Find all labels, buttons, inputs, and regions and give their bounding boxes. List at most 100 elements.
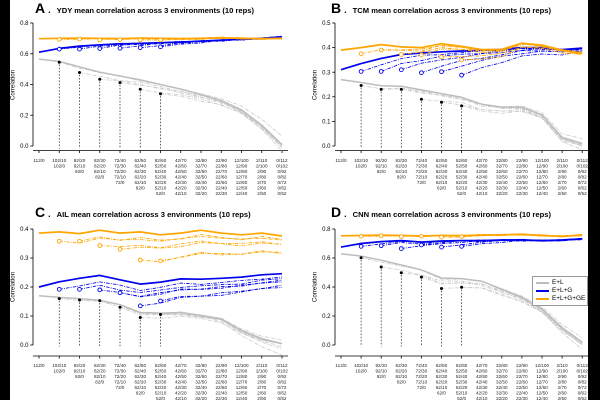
x-tick-label: 2/90 — [257, 169, 266, 174]
scenario-start-dot — [419, 275, 423, 279]
x-tick-label: 42/70 — [476, 363, 488, 368]
x-tick-label: 42/40 — [175, 380, 187, 385]
x-tick-label: 72/30 — [114, 368, 126, 373]
scenario-start-dot — [98, 299, 102, 303]
x-tick-label: 12/80 — [536, 169, 548, 174]
x-tick-label: 42/10 — [175, 396, 187, 400]
x-tick-label: 52/0 — [457, 396, 466, 400]
x-tick-label: 52/40 — [155, 169, 167, 174]
x-tick-label: 0/102 — [576, 163, 588, 168]
scenario-line-e-l-g-ge — [59, 236, 283, 244]
legend-line-e-l-g — [536, 290, 549, 292]
y-tick-label: 0.3 — [20, 256, 29, 262]
scenario-start-dot — [460, 285, 464, 289]
series-e-l-g-solid — [38, 272, 283, 288]
scenario-start-circle-orange — [77, 36, 82, 42]
x-tick-label: 0/112 — [276, 158, 288, 163]
scenario-start-circle-orange — [459, 57, 464, 63]
x-tick-label: 0/92 — [578, 374, 587, 379]
scenario-line-e-l-g-ge — [140, 250, 283, 263]
x-tick-label: 12/60 — [236, 385, 248, 390]
x-tick-label: 62/20 — [436, 380, 448, 385]
x-tick-label: 52/20 — [456, 180, 468, 185]
x-tick-label: 32/30 — [496, 186, 508, 191]
x-tick-label: 32/50 — [496, 175, 508, 180]
scenario-start-dot — [57, 60, 61, 64]
x-tick-label: 42/70 — [476, 158, 488, 163]
scenario-start-circle-orange — [439, 234, 444, 240]
x-tick-label: 42/60 — [175, 163, 187, 168]
x-tick-label: 62/30 — [436, 169, 448, 174]
x-tick-label: 82/20 — [396, 368, 408, 373]
x-tick-label: 22/60 — [516, 175, 528, 180]
y-tick-label: 0.5 — [322, 21, 331, 27]
x-tick-label: 72/20 — [416, 169, 428, 174]
x-tick-label: 72/40 — [416, 158, 428, 163]
x-tick-label: 12/40 — [236, 191, 248, 196]
x-tick-label: 52/20 — [456, 385, 468, 390]
x-tick-label: 22/30 — [216, 396, 228, 400]
x-tick-label: 32/30 — [496, 391, 508, 396]
x-tick-label: 102/0 — [54, 368, 66, 373]
y-axis-label-a: Correlation — [9, 69, 17, 101]
x-tick-label: 32/80 — [496, 158, 508, 163]
y-tick-label: 0.0 — [20, 343, 29, 349]
scenario-line-e-l — [79, 72, 283, 146]
x-tick-label: 112/0 — [33, 158, 45, 163]
x-tick-label: 62/10 — [135, 385, 147, 390]
y-tick-label: 0.3 — [322, 70, 331, 76]
scenario-line-e-l-g — [79, 36, 283, 50]
legend-line-e-l-g-ge — [536, 298, 549, 300]
scenario-start-circle-orange — [439, 54, 444, 60]
x-tick-label: 2/60 — [558, 186, 567, 191]
scenario-start-circle-orange — [158, 37, 163, 43]
x-tick-label: 92/10 — [74, 368, 86, 373]
x-tick-label: 72/20 — [114, 169, 126, 174]
x-tick-label: 22/90 — [516, 158, 528, 163]
x-tick-label: 2/50 — [558, 191, 567, 196]
y-tick-label: 0.2 — [322, 95, 331, 101]
panel-d-header: D . CNN mean correlation across 3 enviro… — [331, 205, 551, 219]
x-tick-label: 42/20 — [175, 186, 187, 191]
x-tick-label: 2/70 — [257, 385, 266, 390]
x-tick-label: 32/40 — [195, 385, 207, 390]
x-tick-label: 12/90 — [236, 368, 248, 373]
scenario-start-circle-blue — [439, 69, 444, 75]
x-tick-label: 12/100 — [234, 363, 248, 368]
x-tick-label: 0/92 — [278, 169, 287, 174]
x-tick-label: 12/50 — [236, 186, 248, 191]
x-tick-label: 22/30 — [516, 396, 528, 400]
x-tick-label: 12/70 — [236, 175, 248, 180]
x-tick-label: 2/110 — [557, 158, 569, 163]
x-tick-label: 2/80 — [257, 380, 266, 385]
scenario-line-e-l-g — [79, 278, 283, 293]
scenario-start-circle-blue — [459, 72, 464, 78]
x-tick-label: 12/80 — [236, 374, 248, 379]
x-tick-label: 22/90 — [516, 363, 528, 368]
x-tick-label: 92/20 — [74, 158, 86, 163]
x-tick-label: 62/50 — [436, 158, 448, 163]
x-tick-label: 62/40 — [135, 163, 147, 168]
x-tick-label: 0/62 — [578, 186, 587, 191]
x-tick-label: 72/10 — [114, 175, 126, 180]
x-tick-label: 62/40 — [436, 368, 448, 373]
x-tick-label: 0/72 — [278, 180, 287, 185]
x-tick-label: 42/60 — [476, 163, 488, 168]
x-tick-label: 2/110 — [256, 158, 268, 163]
y-tick-label: 0.2 — [322, 314, 331, 320]
x-tick-label: 82/10 — [396, 169, 408, 174]
series-e-l-g-ge-solid — [38, 229, 283, 237]
panel-letter-d: D — [331, 204, 342, 220]
x-tick-label: 42/70 — [175, 363, 187, 368]
x-tick-label: 32/40 — [195, 180, 207, 185]
x-tick-label: 2/50 — [558, 396, 567, 400]
x-tick-label: 42/50 — [175, 374, 187, 379]
figure-canvas — [10, 0, 588, 400]
x-tick-label: 22/60 — [216, 380, 228, 385]
x-tick-label: 52/30 — [456, 175, 468, 180]
legend-item-e-l: E+L — [536, 279, 584, 287]
x-tick-label: 2/90 — [257, 374, 266, 379]
x-tick-label: 42/20 — [476, 186, 488, 191]
scenario-start-circle-blue — [459, 244, 464, 249]
